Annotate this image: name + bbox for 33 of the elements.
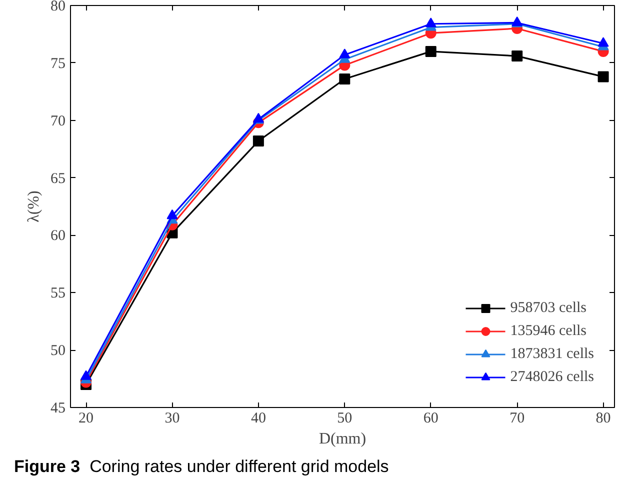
y-tick-label: 70 [50, 113, 66, 130]
x-tick-label: 40 [250, 410, 266, 426]
x-tick-label: 50 [337, 410, 352, 426]
point [252, 136, 264, 147]
point [80, 370, 92, 380]
y-tick-label: 65 [50, 170, 66, 187]
point [339, 74, 350, 85]
point [166, 209, 178, 220]
legend-label: 135946 cells [510, 322, 586, 340]
y-tick-label: 55 [50, 286, 66, 302]
caption: Figure 3 [14, 457, 80, 476]
point [425, 46, 436, 57]
text: Coring rates under different grid models [90, 457, 389, 476]
y-tick-label: 75 [50, 56, 66, 72]
y-tick-label: 80 [50, 0, 66, 14]
point [339, 48, 350, 58]
point [598, 71, 609, 82]
point [425, 18, 436, 28]
y-axis-title: λ(%) [26, 190, 42, 222]
y-tick-label: 50 [50, 343, 66, 360]
legend-label: 2748026 cells [510, 368, 594, 386]
legend-label: 958703 cells [510, 300, 586, 316]
x-tick-label: 70 [510, 410, 525, 426]
x-tick-label: 60 [423, 410, 438, 426]
x-tick-label: 20 [78, 410, 94, 426]
x-axis-title: D(mm) [318, 430, 366, 448]
x-tick-label: 80 [596, 410, 611, 426]
point [512, 50, 523, 62]
x-tick-label: 30 [164, 410, 180, 426]
y-tick-label: 45 [50, 400, 66, 416]
point [598, 37, 609, 47]
legend-label: 1873831 cells [510, 346, 594, 362]
y-tick-label: 60 [50, 228, 66, 244]
